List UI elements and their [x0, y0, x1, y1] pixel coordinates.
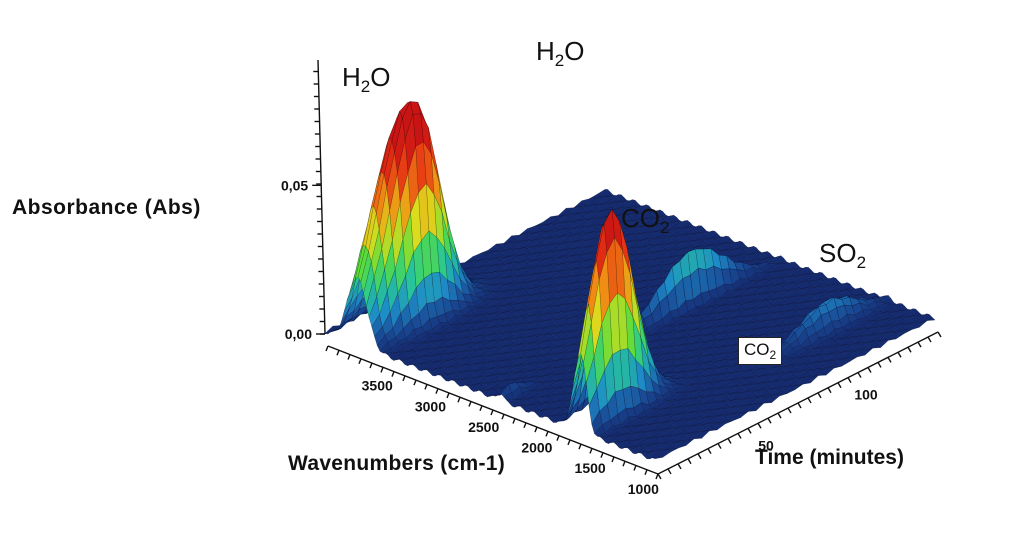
time-axis-minor-tick: [847, 377, 852, 384]
x-axis-minor-tick: [446, 392, 450, 399]
x-axis-minor-tick: [534, 426, 538, 433]
time-tick-label-1: 100: [854, 387, 878, 403]
x-axis-minor-tick: [600, 452, 604, 458]
x-axis-minor-tick: [644, 469, 648, 475]
peak-label-so2: SO2: [819, 238, 867, 272]
time-axis-minor-tick: [777, 412, 782, 419]
time-axis-minor-tick: [887, 356, 892, 363]
x-axis-minor-tick: [424, 384, 428, 390]
x-axis-minor-tick: [347, 354, 351, 360]
time-axis-minor-tick: [807, 397, 812, 404]
time-axis-minor-tick: [757, 422, 762, 429]
time-axis-minor-tick: [907, 346, 912, 353]
x-axis-minor-tick: [468, 401, 472, 407]
time-axis-minor-tick: [857, 372, 862, 378]
time-axis-minor-tick: [747, 427, 752, 434]
x-axis-minor-tick: [611, 456, 615, 463]
x-axis-minor-tick: [578, 443, 582, 450]
peak-label-h2o-2: H2O: [536, 36, 585, 70]
y-tick-label-0: 0,05: [281, 177, 308, 193]
x-axis-minor-tick: [490, 409, 494, 416]
x-axis-minor-tick: [413, 379, 417, 386]
x-axis-minor-tick: [545, 431, 549, 437]
time-axis-minor-tick: [677, 463, 682, 470]
time-axis-minor-tick: [667, 468, 672, 475]
time-axis-minor-tick: [927, 336, 932, 343]
x-tick-label-3: 2000: [521, 440, 552, 456]
time-axis-minor-tick: [897, 351, 902, 358]
time-axis-minor-tick: [657, 473, 662, 480]
x-tick-label-4: 1500: [575, 460, 606, 476]
peak-label-h2o-1: H2O: [342, 62, 391, 96]
x-tick-label-5: 1000: [628, 481, 659, 497]
time-axis-minor-tick: [707, 448, 712, 455]
peak-label-co2: CO2: [621, 203, 670, 237]
time-axis-minor-tick: [817, 392, 822, 399]
x-axis-minor-tick: [622, 460, 626, 467]
x-axis-minor-tick: [325, 345, 329, 352]
time-axis-minor-tick: [727, 438, 732, 444]
co2-annotation-box: CO2: [738, 337, 783, 365]
x-axis-minor-tick: [358, 358, 362, 365]
time-axis-minor-tick: [787, 407, 792, 414]
x-axis-minor-tick: [523, 422, 527, 429]
x-axis-minor-tick: [556, 435, 560, 441]
x-axis-minor-tick: [501, 414, 505, 420]
surface-layer: [324, 100, 936, 460]
x-axis-minor-tick: [479, 405, 483, 411]
time-axis-minor-tick: [767, 417, 772, 424]
x-axis-minor-tick: [589, 448, 593, 454]
x-axis-minor-tick: [369, 362, 373, 369]
time-axis-minor-tick: [717, 443, 722, 449]
x-axis-minor-tick: [336, 350, 340, 356]
x-axis-minor-tick: [512, 418, 516, 424]
x-axis-minor-tick: [391, 371, 395, 377]
time-axis-label: Time (minutes): [755, 446, 904, 469]
time-axis-minor-tick: [877, 362, 882, 368]
time-axis-minor-tick: [937, 331, 942, 338]
x-axis-minor-tick: [435, 388, 439, 394]
time-axis-minor-tick: [797, 402, 802, 409]
x-axis-minor-tick: [457, 396, 461, 403]
x-axis-minor-tick: [380, 367, 384, 373]
time-axis-minor-tick: [737, 433, 742, 439]
x-axis-label: Wavenumbers (cm-1): [288, 452, 506, 475]
time-axis-minor-tick: [867, 367, 872, 373]
time-axis-minor-tick: [837, 382, 842, 389]
x-tick-label-1: 3000: [415, 398, 446, 414]
x-axis-minor-tick: [567, 439, 571, 446]
x-axis-minor-tick: [402, 375, 406, 382]
x-axis-minor-tick: [633, 465, 637, 471]
x-tick-label-0: 3500: [362, 378, 393, 394]
time-axis-minor-tick: [827, 387, 832, 394]
y-tick-label-1: 0,00: [285, 326, 312, 342]
time-axis-minor-tick: [917, 341, 922, 348]
y-axis-label: Absorbance (Abs): [12, 196, 201, 219]
time-axis-minor-tick: [687, 458, 692, 465]
time-axis-minor-tick: [697, 453, 702, 460]
x-tick-label-2: 2500: [468, 419, 499, 435]
